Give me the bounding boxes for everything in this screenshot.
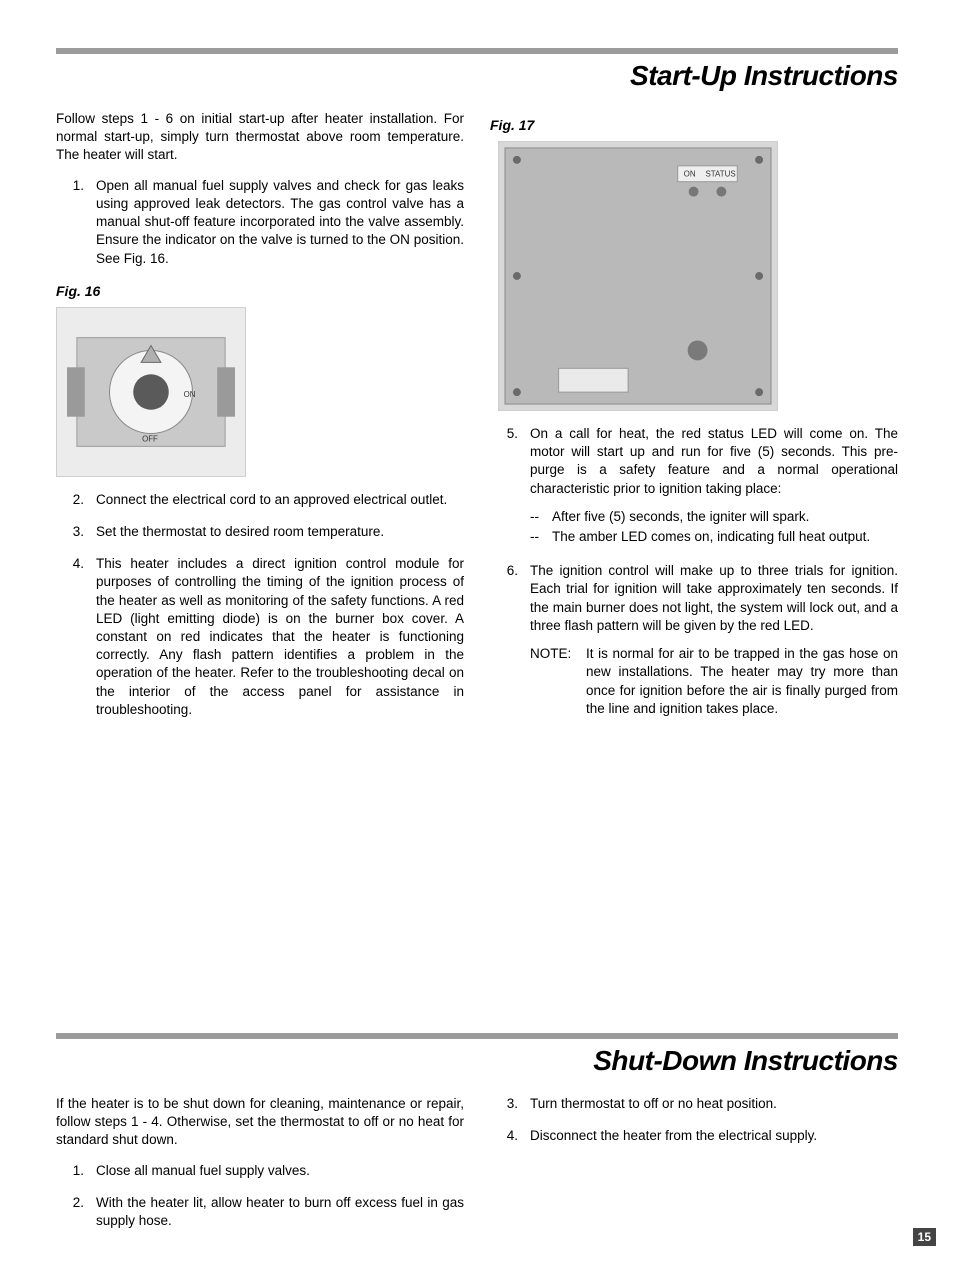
section2-left-steps: 1. Close all manual fuel supply valves. … bbox=[56, 1162, 464, 1231]
fig17-status-label: STATUS bbox=[705, 170, 735, 179]
sd-step-4: 4. Disconnect the heater from the electr… bbox=[490, 1127, 898, 1145]
section1-left-steps: 1. Open all manual fuel supply valves an… bbox=[56, 177, 464, 268]
step-text: Close all manual fuel supply valves. bbox=[96, 1162, 464, 1180]
section1-col-left: Follow steps 1 - 6 on initial start-up a… bbox=[56, 110, 464, 733]
section2-title: Shut-Down Instructions bbox=[56, 1045, 898, 1077]
step-text: With the heater lit, allow heater to bur… bbox=[96, 1194, 464, 1230]
step-5: 5. On a call for heat, the red status LE… bbox=[490, 425, 898, 548]
fig17-label: Fig. 17 bbox=[490, 116, 898, 135]
step-num: 1. bbox=[56, 1162, 86, 1180]
step-num: 3. bbox=[490, 1095, 520, 1113]
step-text: Set the thermostat to desired room tempe… bbox=[96, 523, 464, 541]
section1-columns: Follow steps 1 - 6 on initial start-up a… bbox=[56, 110, 898, 733]
step-num: 4. bbox=[56, 555, 86, 719]
step-num: 4. bbox=[490, 1127, 520, 1145]
sub-text: The amber LED comes on, indicating full … bbox=[552, 528, 870, 546]
section2-col-right: 3. Turn thermostat to off or no heat pos… bbox=[490, 1095, 898, 1244]
fig16-label: Fig. 16 bbox=[56, 282, 464, 301]
fig17-on-label: ON bbox=[684, 170, 696, 179]
note-tag: NOTE: bbox=[530, 645, 578, 718]
fig16-image: ON OFF bbox=[56, 307, 246, 477]
sub-text: After five (5) seconds, the igniter will… bbox=[552, 508, 809, 526]
dash: -- bbox=[530, 508, 546, 526]
hr-top-1 bbox=[56, 48, 898, 54]
step-1: 1. Open all manual fuel supply valves an… bbox=[56, 177, 464, 268]
section2-col-left: If the heater is to be shut down for cle… bbox=[56, 1095, 464, 1244]
section1-title: Start-Up Instructions bbox=[56, 60, 898, 92]
step-text: This heater includes a direct ignition c… bbox=[96, 555, 464, 719]
step-text: The ignition control will make up to thr… bbox=[530, 562, 898, 718]
dash: -- bbox=[530, 528, 546, 546]
hr-top-2 bbox=[56, 1033, 898, 1039]
section2-right-steps: 3. Turn thermostat to off or no heat pos… bbox=[490, 1095, 898, 1145]
sd-step-3: 3. Turn thermostat to off or no heat pos… bbox=[490, 1095, 898, 1113]
step6-note: NOTE: It is normal for air to be trapped… bbox=[530, 645, 898, 718]
sub-item: -- The amber LED comes on, indicating ful… bbox=[530, 528, 898, 546]
fig16-on-label: ON bbox=[184, 390, 196, 399]
sd-step-2: 2. With the heater lit, allow heater to … bbox=[56, 1194, 464, 1230]
section2-intro: If the heater is to be shut down for cle… bbox=[56, 1095, 464, 1150]
step-6: 6. The ignition control will make up to … bbox=[490, 562, 898, 718]
step-num: 2. bbox=[56, 1194, 86, 1230]
sub-item: -- After five (5) seconds, the igniter wi… bbox=[530, 508, 898, 526]
step-2: 2. Connect the electrical cord to an app… bbox=[56, 491, 464, 509]
step-4: 4. This heater includes a direct ignitio… bbox=[56, 555, 464, 719]
fig17-svg: ON STATUS bbox=[499, 142, 777, 410]
step-num: 1. bbox=[56, 177, 86, 268]
step5-sublist: -- After five (5) seconds, the igniter wi… bbox=[530, 508, 898, 546]
step-text: On a call for heat, the red status LED w… bbox=[530, 425, 898, 548]
section1-right-steps: 5. On a call for heat, the red status LE… bbox=[490, 425, 898, 718]
step-text: Turn thermostat to off or no heat positi… bbox=[530, 1095, 898, 1113]
step-text: Connect the electrical cord to an approv… bbox=[96, 491, 464, 509]
step-num: 6. bbox=[490, 562, 520, 718]
step-num: 3. bbox=[56, 523, 86, 541]
fig16-off-label: OFF bbox=[142, 434, 158, 443]
fig16-svg: ON OFF bbox=[57, 308, 245, 476]
step6-body: The ignition control will make up to thr… bbox=[530, 563, 898, 633]
page-number: 15 bbox=[913, 1228, 936, 1246]
fig17-image: ON STATUS bbox=[498, 141, 778, 411]
step-3: 3. Set the thermostat to desired room te… bbox=[56, 523, 464, 541]
section1-intro: Follow steps 1 - 6 on initial start-up a… bbox=[56, 110, 464, 165]
section2-columns: If the heater is to be shut down for cle… bbox=[56, 1095, 898, 1244]
step-num: 5. bbox=[490, 425, 520, 548]
section-gap bbox=[56, 733, 898, 1033]
step5-body: On a call for heat, the red status LED w… bbox=[530, 426, 898, 496]
step-num: 2. bbox=[56, 491, 86, 509]
note-body: It is normal for air to be trapped in th… bbox=[586, 645, 898, 718]
step-text: Disconnect the heater from the electrica… bbox=[530, 1127, 898, 1145]
section1-left-steps-2: 2. Connect the electrical cord to an app… bbox=[56, 491, 464, 719]
sd-step-1: 1. Close all manual fuel supply valves. bbox=[56, 1162, 464, 1180]
step-text: Open all manual fuel supply valves and c… bbox=[96, 177, 464, 268]
section1-col-right: Fig. 17 ON STATUS 5. bbox=[490, 110, 898, 733]
